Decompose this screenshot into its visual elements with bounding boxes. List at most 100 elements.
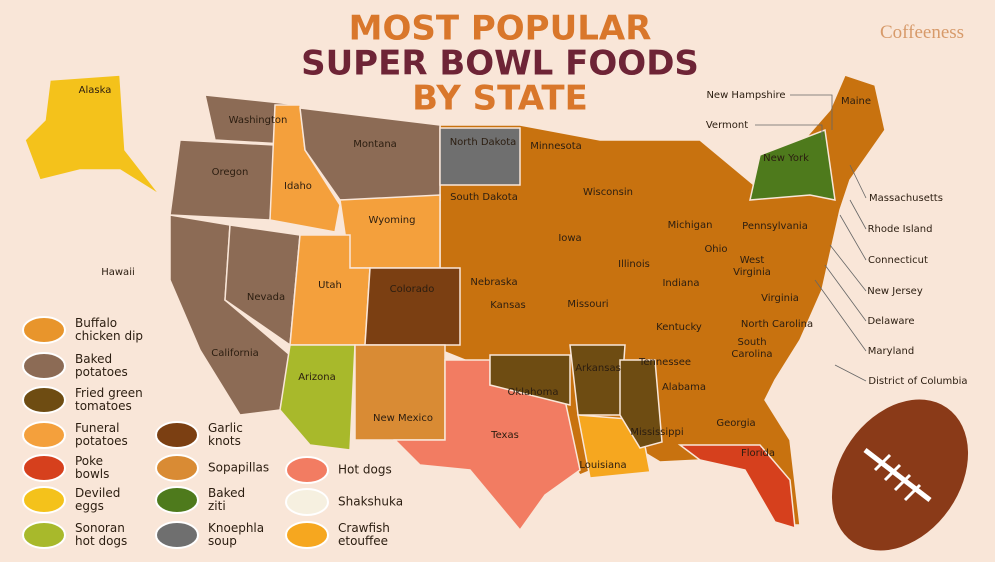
state-label: Minnesota <box>530 141 582 152</box>
state-label: Wyoming <box>369 215 416 226</box>
state-label: District of Columbia <box>868 376 967 387</box>
legend-label: Shakshuka <box>338 495 403 509</box>
legend-icon <box>155 454 199 482</box>
state-label: Vermont <box>706 120 748 131</box>
state-label: Louisiana <box>579 460 626 471</box>
brand: Coffeeness <box>880 22 964 43</box>
legend-label: Baked <box>208 486 245 500</box>
state-shape <box>677 444 796 530</box>
legend-label: ziti <box>208 499 226 513</box>
legend-label: potatoes <box>75 365 128 379</box>
state-label: Texas <box>490 430 519 441</box>
state-label: Georgia <box>716 418 755 429</box>
state-label: South <box>737 337 766 348</box>
state-label: Arkansas <box>575 363 621 374</box>
state-shape <box>569 344 626 416</box>
state-label: Kentucky <box>656 322 702 333</box>
title-line: SUPER BOWL FOODS <box>301 44 699 84</box>
legend-icon <box>155 421 199 449</box>
state-label: Virginia <box>761 293 799 304</box>
legend-label: Fried green <box>75 386 143 400</box>
state-label: Illinois <box>618 259 650 270</box>
legend-icon <box>22 386 66 414</box>
legend-label: Knoephla <box>208 521 264 535</box>
state-label: Colorado <box>390 284 435 295</box>
state-label: Nebraska <box>470 277 517 288</box>
leader-line <box>755 124 823 140</box>
state-shape <box>439 127 521 186</box>
state-label: New York <box>763 153 809 164</box>
state-shape <box>619 359 663 449</box>
state-label: Wisconsin <box>583 187 633 198</box>
state-label: Kansas <box>490 300 525 311</box>
state-label: Ohio <box>704 244 727 255</box>
state-label: Alabama <box>662 382 706 393</box>
state-label: Connecticut <box>868 255 928 266</box>
legend-icon <box>22 421 66 449</box>
legend-icon <box>155 486 199 514</box>
legend-label: Crawfish <box>338 521 390 535</box>
state-label: North Dakota <box>450 137 517 148</box>
legend-label: bowls <box>75 467 109 481</box>
leader-line <box>849 199 867 230</box>
state-label: New Jersey <box>867 286 923 297</box>
state-label: Virginia <box>733 267 771 278</box>
state-shape <box>339 194 441 269</box>
state-label: Nevada <box>247 292 285 303</box>
state-label: Utah <box>318 280 342 291</box>
state-label: Pennsylvania <box>742 221 808 232</box>
state-label: Rhode Island <box>868 224 933 235</box>
legend-icon <box>285 456 329 484</box>
state-label: North Carolina <box>741 319 813 330</box>
legend-label: Baked <box>75 352 112 366</box>
legend-label: Buffalo <box>75 316 117 330</box>
leader-line <box>834 364 867 382</box>
leader-line <box>824 264 867 322</box>
state-label: Missouri <box>567 299 608 310</box>
legend-icon <box>285 488 329 516</box>
state-shape <box>364 267 461 346</box>
legend-label: soup <box>208 534 237 548</box>
state-label: Washington <box>229 115 288 126</box>
leader-line <box>814 279 867 352</box>
legend-icon <box>22 316 66 344</box>
legend-icon <box>22 352 66 380</box>
leader-line <box>839 214 867 261</box>
state-label: Massachusetts <box>869 193 943 204</box>
state-shape <box>279 344 356 451</box>
state-label: New Hampshire <box>706 90 785 101</box>
legend-icon <box>22 486 66 514</box>
legend-label: Hot dogs <box>338 463 392 477</box>
state-shape <box>24 74 161 196</box>
legend-label: Sopapillas <box>208 461 269 475</box>
state-label: South Dakota <box>450 192 518 203</box>
state-shape <box>169 139 276 221</box>
legend-label: Poke <box>75 454 103 468</box>
state-label: New Mexico <box>373 413 433 424</box>
state-label: Montana <box>353 139 397 150</box>
state-label: California <box>211 348 259 359</box>
state-label: Mississippi <box>630 427 683 438</box>
football <box>831 399 969 551</box>
legend-label: potatoes <box>75 434 128 448</box>
state-label: Oklahoma <box>508 387 559 398</box>
state-label: Delaware <box>867 316 914 327</box>
legend-icon <box>22 521 66 549</box>
title-line: BY STATE <box>412 79 588 119</box>
state-label: Maine <box>841 96 871 107</box>
legend-icon <box>285 521 329 549</box>
state-label: Maryland <box>868 346 914 357</box>
state-label: Michigan <box>668 220 713 231</box>
legend-label: Sonoran <box>75 521 125 535</box>
legend-label: Deviled <box>75 486 120 500</box>
state-label: Carolina <box>731 349 772 360</box>
state-label: Florida <box>741 448 775 459</box>
legend-icon <box>155 521 199 549</box>
state-label: Indiana <box>662 278 699 289</box>
state-label: Iowa <box>558 233 581 244</box>
state-label: West <box>740 255 765 266</box>
state-label: Idaho <box>284 181 312 192</box>
state-shape <box>354 344 446 441</box>
legend-label: knots <box>208 434 241 448</box>
